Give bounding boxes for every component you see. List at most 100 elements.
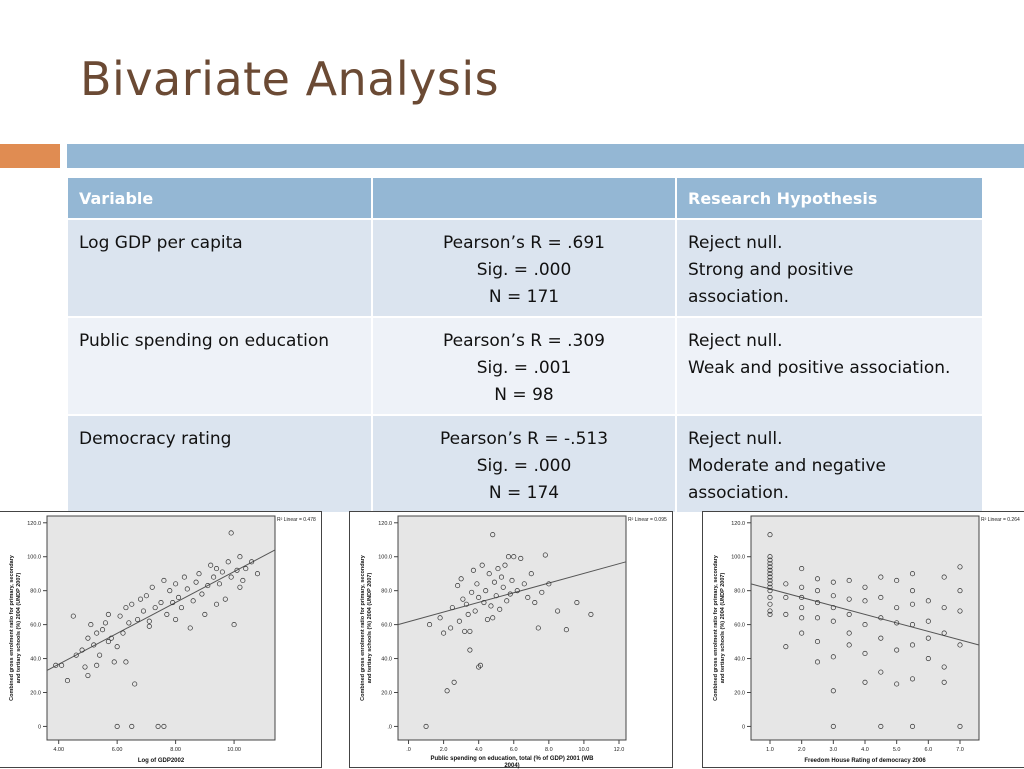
- data-point: [488, 603, 494, 609]
- data-point: [518, 555, 524, 561]
- table-row: Log GDP per capita Pearson’s R = .691 Si…: [68, 218, 982, 317]
- y-tick-label: .0: [387, 724, 392, 730]
- data-point: [184, 586, 190, 592]
- data-point: [909, 601, 916, 607]
- accent-bar-blue: [67, 144, 1024, 168]
- data-point: [129, 601, 135, 607]
- data-point: [957, 564, 963, 570]
- data-point: [146, 623, 152, 629]
- r-squared-label: R² Linear = 0.095: [628, 517, 667, 523]
- data-point: [175, 594, 182, 601]
- data-point: [941, 605, 947, 611]
- x-axis-label: Public spending on education, total (% o…: [430, 756, 594, 762]
- data-point: [909, 723, 916, 729]
- y-tick-label: 60.0: [381, 623, 392, 629]
- data-point: [862, 622, 868, 628]
- data-point: [507, 591, 513, 597]
- data-point: [941, 679, 947, 685]
- data-point: [957, 608, 963, 614]
- data-point: [894, 577, 900, 584]
- data-point: [493, 593, 499, 599]
- data-point: [767, 560, 773, 567]
- data-point: [799, 605, 805, 611]
- data-point: [878, 635, 884, 641]
- data-point: [925, 635, 931, 641]
- data-point: [830, 618, 836, 624]
- data-point: [542, 552, 548, 558]
- data-point: [120, 630, 126, 636]
- data-point: [925, 598, 931, 604]
- data-point: [504, 598, 510, 604]
- data-point: [909, 676, 916, 682]
- data-point: [509, 577, 515, 584]
- x-tick-label: 8.0: [545, 747, 553, 753]
- scatter-democracy: 0 20.0 40.0 60.0 80.0 100.0 120.0 1.0 2.0 3.0 4.0 5…: [702, 511, 1024, 768]
- data-point: [53, 662, 59, 668]
- data-point: [199, 591, 205, 597]
- data-point: [114, 644, 120, 650]
- data-point: [234, 567, 240, 573]
- data-point: [767, 577, 773, 584]
- data-point: [467, 647, 473, 653]
- y-axis-label-cont: and tertiary schools (%) 2004 (UNDP 2007…: [720, 573, 726, 684]
- data-point: [126, 620, 132, 626]
- data-point: [783, 611, 789, 617]
- data-point: [132, 681, 138, 687]
- data-point: [941, 574, 947, 580]
- y-tick-label: 80.0: [734, 589, 745, 595]
- data-point: [462, 628, 468, 634]
- data-point: [97, 652, 103, 658]
- plot-area: [750, 515, 980, 741]
- data-point: [814, 639, 821, 645]
- data-point: [249, 559, 255, 565]
- cell-variable: Public spending on education: [68, 316, 372, 415]
- data-point: [957, 588, 963, 594]
- data-point: [830, 654, 836, 660]
- x-tick-label: 2.0: [798, 747, 806, 753]
- data-point: [588, 611, 594, 617]
- data-point: [862, 679, 868, 685]
- data-point: [483, 588, 489, 594]
- data-point: [225, 559, 231, 565]
- data-point: [460, 596, 466, 602]
- y-tick-label: 120.0: [378, 521, 392, 527]
- data-point: [111, 659, 117, 665]
- x-tick-label: 6.0: [510, 747, 518, 753]
- x-tick-label: .0: [406, 747, 411, 753]
- data-point: [495, 566, 501, 572]
- data-point: [161, 577, 167, 584]
- hypothesis-line: Weak and positive association.: [688, 358, 951, 378]
- data-point: [216, 581, 223, 587]
- plot-area: [46, 515, 276, 741]
- data-point: [114, 723, 120, 729]
- y-tick-label: 40.0: [381, 657, 392, 663]
- data-point: [158, 599, 164, 606]
- r-squared-label: R² Linear = 0.264: [981, 517, 1020, 523]
- data-point: [94, 630, 100, 636]
- data-point: [878, 669, 884, 675]
- y-tick-label: 60.0: [734, 623, 745, 629]
- x-axis-label: Log of GDP2002: [138, 758, 185, 764]
- header-statistics: [371, 178, 676, 219]
- results-table: Variable Research Hypothesis Log GDP per…: [68, 178, 982, 512]
- y-tick-label: 20.0: [381, 690, 392, 696]
- data-point: [467, 628, 473, 634]
- slide-title: Bivariate Analysis: [80, 52, 500, 106]
- data-point: [143, 593, 149, 599]
- data-point: [441, 630, 447, 636]
- data-point: [228, 574, 234, 580]
- data-point: [846, 596, 852, 602]
- header-research-hypothesis: Research Hypothesis: [675, 178, 982, 219]
- data-point: [164, 611, 170, 617]
- y-tick-label: 100.0: [27, 555, 41, 561]
- cell-statistics: Pearson’s R = .309 Sig. = .001 N = 98: [371, 316, 676, 415]
- data-point: [88, 622, 94, 628]
- data-point: [957, 642, 963, 648]
- pearson-r: Pearson’s R = .309: [443, 331, 605, 351]
- data-point: [498, 574, 505, 580]
- data-point: [448, 625, 454, 631]
- x-tick-label: 12.0: [614, 747, 625, 753]
- cell-variable: Democracy rating: [68, 414, 372, 512]
- data-point: [146, 618, 152, 624]
- data-point: [237, 554, 243, 560]
